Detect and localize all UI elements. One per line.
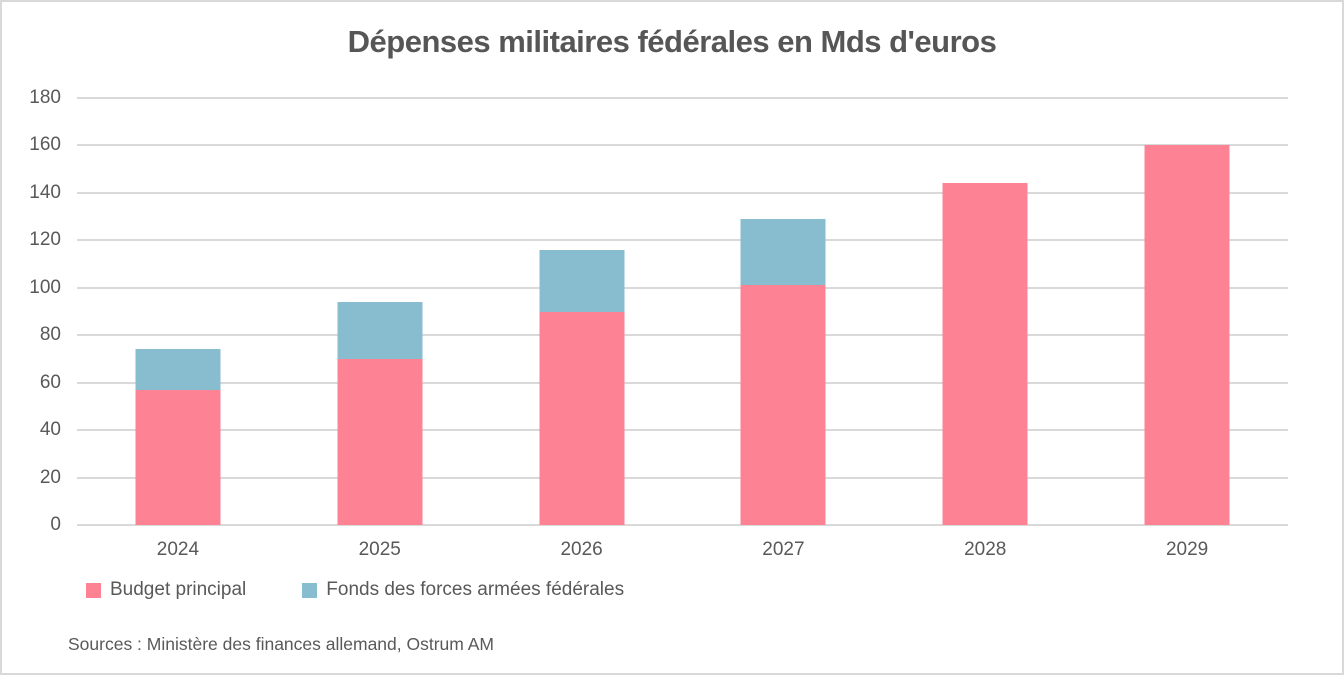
bar-2025-fonds-forces-armees xyxy=(337,302,423,359)
legend-label-budget-principal: Budget principal xyxy=(110,579,247,600)
gridline-y-160 xyxy=(77,144,1288,147)
gridline-y-120 xyxy=(77,239,1288,242)
legend-swatch-fonds-forces-armees xyxy=(302,582,318,598)
bar-2028-budget-principal xyxy=(942,183,1028,525)
bar-2024-budget-principal xyxy=(135,389,221,525)
gridline-y-20 xyxy=(77,476,1288,479)
bar-2026-budget-principal xyxy=(539,311,625,525)
bar-2025-budget-principal xyxy=(337,358,423,525)
gridline-y-0 xyxy=(77,524,1288,526)
legend-label-fonds-forces-armees: Fonds des forces armées fédérales xyxy=(326,579,625,600)
gridline-y-80 xyxy=(77,334,1288,337)
bar-2029-budget-principal xyxy=(1144,145,1230,525)
y-axis-tick-160: 160 xyxy=(29,134,61,156)
bar-2024-fonds-forces-armees xyxy=(135,349,221,390)
gridline-y-140 xyxy=(77,191,1288,194)
y-axis-tick-100: 100 xyxy=(29,276,61,298)
legend-item-budget-principal: Budget principal xyxy=(86,579,246,601)
y-axis-tick-40: 40 xyxy=(39,419,61,441)
bar-2027-fonds-forces-armees xyxy=(740,218,826,286)
y-axis-tick-180: 180 xyxy=(29,87,61,108)
y-axis-tick-20: 20 xyxy=(39,466,61,488)
legend-item-fonds-forces-armees: Fonds des forces armées fédérales xyxy=(302,579,624,601)
source-note: Sources : Ministère des finances alleman… xyxy=(68,634,495,654)
y-axis-tick-80: 80 xyxy=(39,324,61,346)
legend: Budget principal Fonds des forces armées… xyxy=(86,579,624,601)
gridline-y-60 xyxy=(77,381,1288,384)
y-axis-tick-120: 120 xyxy=(29,229,61,251)
gridline-y-180 xyxy=(77,97,1288,99)
x-axis-tick-2025: 2025 xyxy=(358,539,401,560)
y-axis-tick-60: 60 xyxy=(39,371,61,393)
x-axis-tick-2024: 2024 xyxy=(156,539,200,560)
bar-2027-budget-principal xyxy=(740,285,826,525)
gridline-y-40 xyxy=(77,429,1288,432)
legend-swatch-budget-principal xyxy=(86,582,101,598)
y-axis-tick-140: 140 xyxy=(29,181,61,203)
chart-title: Dépenses militaires fédérales en Mds d'e… xyxy=(347,24,997,59)
bar-2026-fonds-forces-armees xyxy=(539,249,625,312)
x-axis-tick-2026: 2026 xyxy=(560,539,603,560)
x-axis-tick-2028: 2028 xyxy=(964,539,1007,560)
gridline-y-100 xyxy=(77,286,1288,289)
plot-area: 0 20 40 60 80 100 120 140 160 180 2024 2025 2026 2027… xyxy=(29,87,1288,560)
y-axis-tick-0: 0 xyxy=(50,514,61,535)
x-axis-tick-2027: 2027 xyxy=(762,539,805,560)
x-axis-tick-2029: 2029 xyxy=(1165,539,1209,560)
